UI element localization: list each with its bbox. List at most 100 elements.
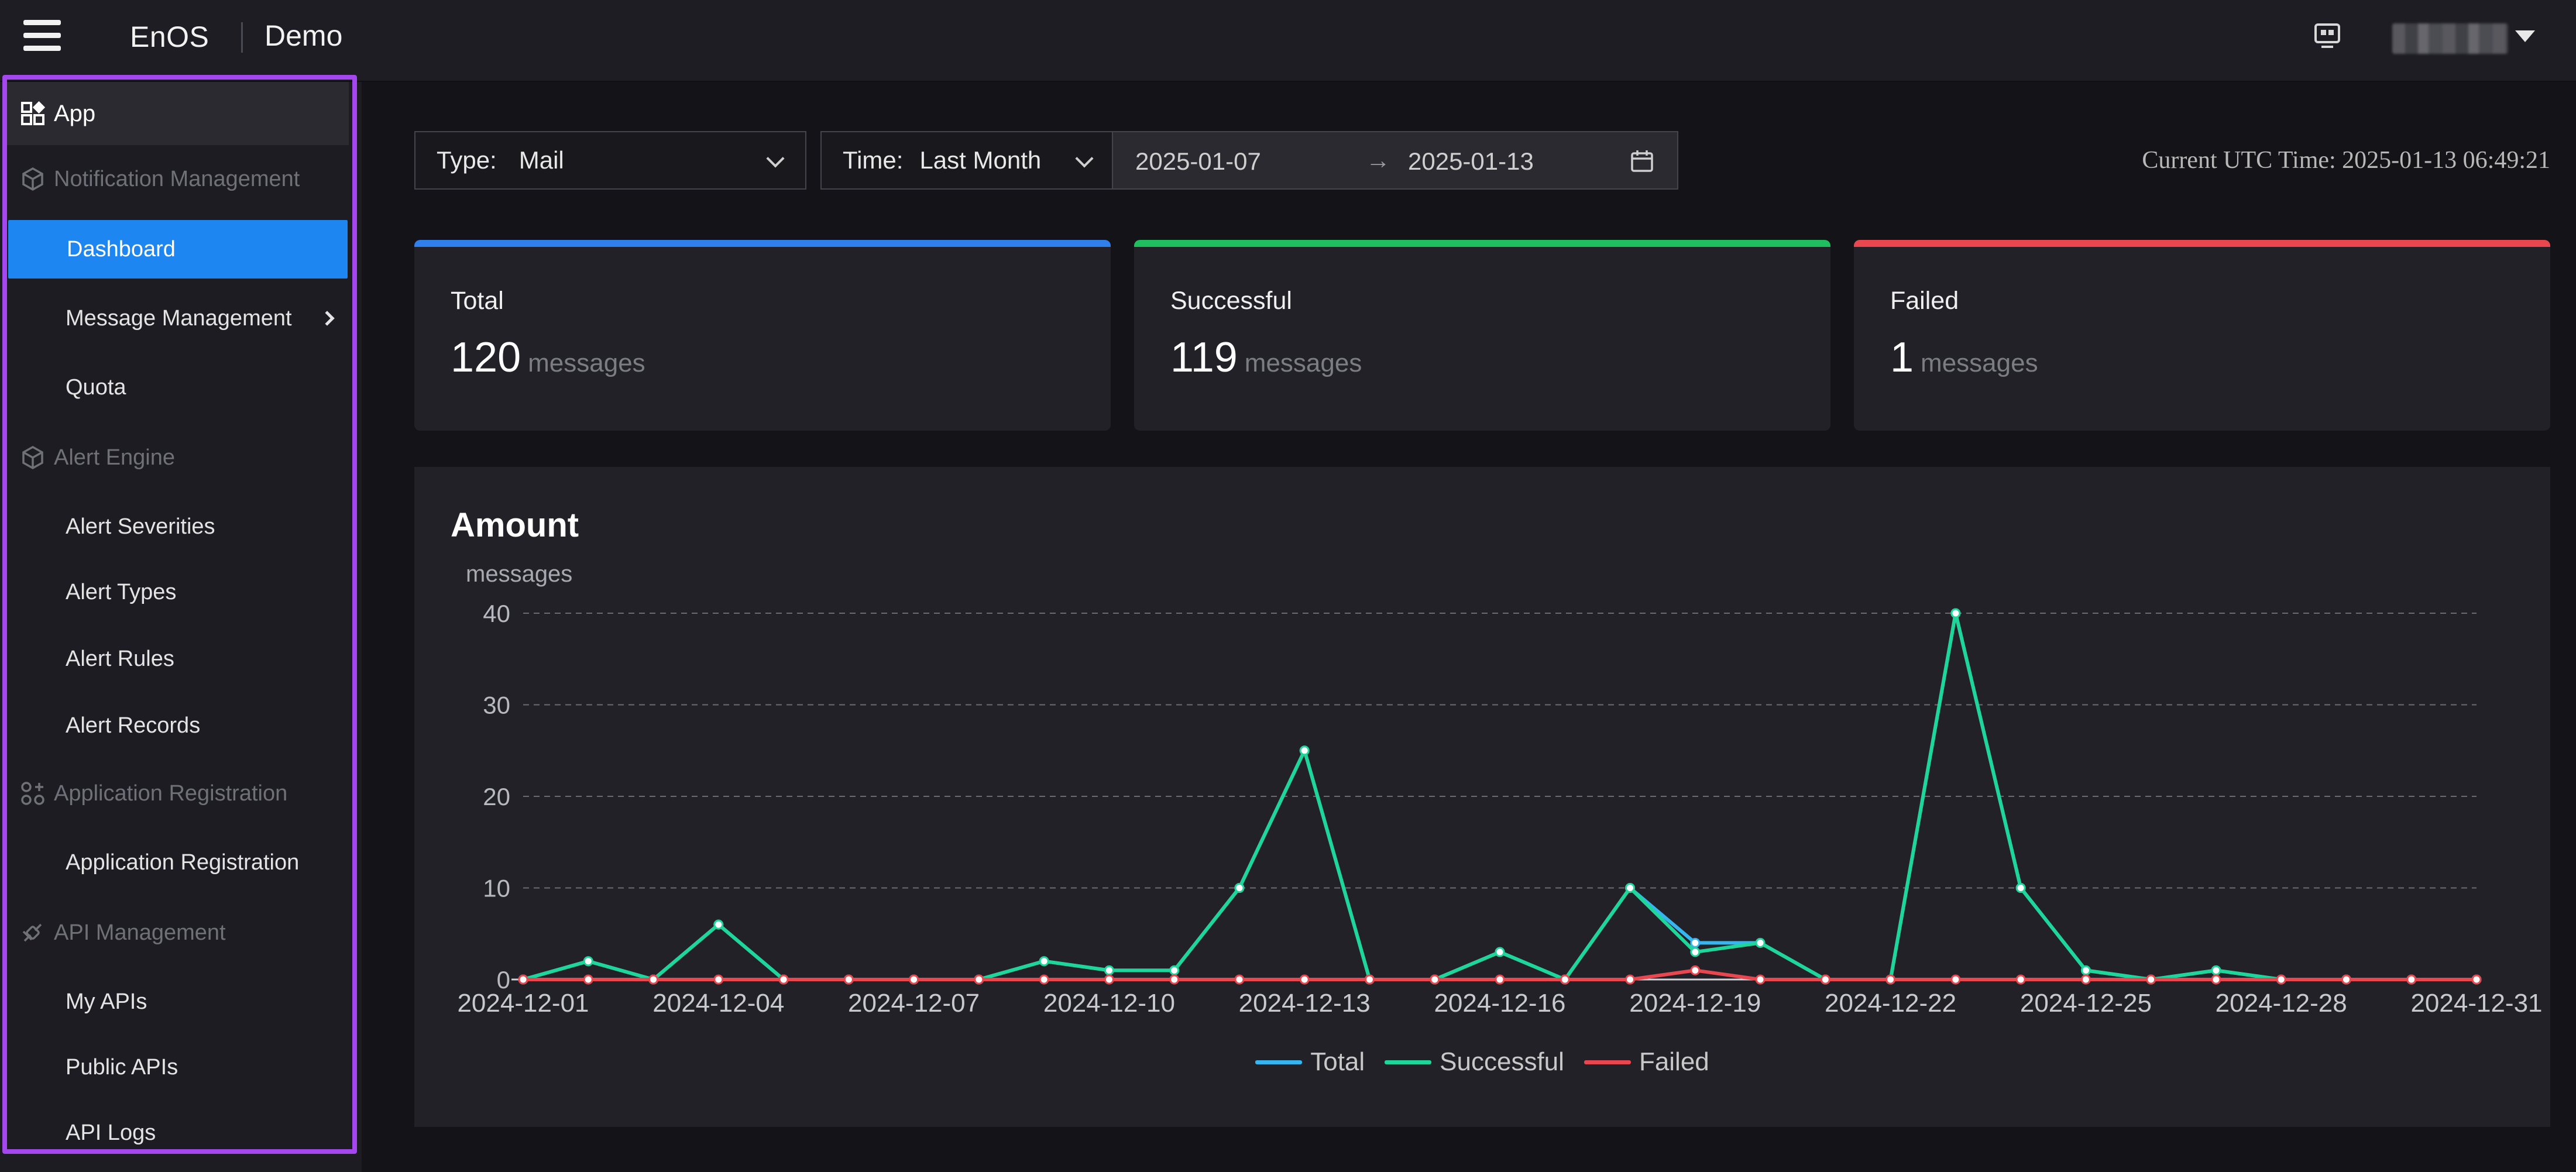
y-axis-label: messages xyxy=(466,561,572,587)
stat-card-value: 119 messages xyxy=(1170,334,1362,381)
calendar-icon[interactable] xyxy=(1629,149,1655,174)
sidebar-item-label: My APIs xyxy=(66,989,147,1014)
data-point-successful xyxy=(1950,608,1961,618)
sidebar-group-label: Application Registration xyxy=(54,781,288,806)
stat-value: 1 xyxy=(1890,334,1914,381)
sidebar-group-api-management[interactable]: API Management xyxy=(7,903,349,962)
y-tick-label: 20 xyxy=(483,783,510,810)
sidebar-item-dashboard[interactable]: Dashboard xyxy=(8,220,348,279)
data-point-failed xyxy=(974,974,984,985)
stat-card-accent xyxy=(1134,240,1830,247)
data-point-failed xyxy=(648,974,659,985)
sidebar-item-label: Alert Records xyxy=(66,713,201,738)
sidebar-item-alert-rules[interactable]: Alert Rules xyxy=(7,630,349,688)
stat-card-value: 120 messages xyxy=(451,334,645,381)
type-select-label: Type: xyxy=(437,146,497,174)
user-avatar[interactable] xyxy=(2392,23,2508,54)
x-tick-label: 2024-12-13 xyxy=(1239,989,1371,1018)
menu-icon[interactable] xyxy=(23,20,61,55)
project-name[interactable]: Demo xyxy=(265,19,343,52)
data-point-failed xyxy=(1820,974,1830,985)
x-tick-label: 2024-12-28 xyxy=(2216,989,2347,1018)
chevron-down-icon xyxy=(766,149,785,168)
legend-swatch xyxy=(1385,1060,1432,1064)
data-point-failed xyxy=(1104,974,1114,985)
sidebar-item-label: Message Management xyxy=(66,305,292,331)
data-point-successful xyxy=(1755,937,1766,948)
sidebar: App Notification Management Dashboard Me… xyxy=(0,82,362,1172)
sidebar-item-label: App xyxy=(54,100,96,126)
x-tick-label: 2024-12-16 xyxy=(1434,989,1565,1018)
time-select[interactable]: Time: Last Month xyxy=(820,131,1113,190)
brand-divider xyxy=(241,22,243,53)
sidebar-group-application-registration[interactable]: Application Registration xyxy=(7,764,349,823)
sidebar-item-my-apis[interactable]: My APIs xyxy=(7,972,349,1031)
sidebar-group-label: Alert Engine xyxy=(54,445,176,470)
y-tick-label: 10 xyxy=(483,875,510,902)
series-line-successful xyxy=(523,611,2477,981)
sidebar-item-label: Quota xyxy=(66,374,126,400)
stat-unit: messages xyxy=(1921,349,2038,377)
sidebar-group-notification-management[interactable]: Notification Management xyxy=(7,150,349,208)
amount-chart-panel: Amount messages 0 10 20 30 40 2024-12-01 2024-1… xyxy=(414,467,2550,1127)
x-tick-label: 2024-12-25 xyxy=(2020,989,2152,1018)
sidebar-item-application-registration[interactable]: Application Registration xyxy=(7,833,349,892)
legend-item-failed[interactable]: Failed xyxy=(1584,1047,1709,1077)
data-point-successful xyxy=(1299,745,1310,756)
monitor-icon[interactable] xyxy=(2313,22,2342,50)
data-point-successful xyxy=(1234,883,1245,893)
data-point-failed xyxy=(778,974,789,985)
brand-logo[interactable]: EnOS xyxy=(130,20,209,53)
sidebar-item-label: Alert Rules xyxy=(66,646,174,671)
sidebar-item-alert-severities[interactable]: Alert Severities xyxy=(7,497,349,556)
stat-value: 120 xyxy=(451,334,521,381)
data-point-successful xyxy=(1495,947,1505,957)
data-point-failed xyxy=(2406,974,2417,985)
api-icon xyxy=(22,923,42,942)
sidebar-item-quota[interactable]: Quota xyxy=(7,358,349,417)
data-point-failed xyxy=(1950,974,1961,985)
sidebar-item-alert-records[interactable]: Alert Records xyxy=(7,696,349,755)
chart-legend: Total Successful Failed xyxy=(414,1047,2550,1077)
sidebar-item-label: Application Registration xyxy=(66,850,300,875)
stat-card-title: Successful xyxy=(1170,287,1292,315)
sidebar-item-api-logs[interactable]: API Logs xyxy=(7,1104,349,1162)
data-point-successful xyxy=(1625,883,1636,893)
data-point-failed xyxy=(1495,974,1505,985)
stat-unit: messages xyxy=(528,349,645,377)
legend-item-total[interactable]: Total xyxy=(1255,1047,1365,1077)
legend-label: Total xyxy=(1310,1047,1365,1076)
apps-icon xyxy=(21,782,44,805)
date-range-picker[interactable]: 2025-01-07 → 2025-01-13 xyxy=(1112,131,1678,190)
data-point-failed xyxy=(1364,974,1375,985)
legend-item-successful[interactable]: Successful xyxy=(1385,1047,1564,1077)
y-tick-label: 30 xyxy=(483,692,510,719)
data-point-successful xyxy=(2211,965,2221,975)
data-point-failed xyxy=(2080,974,2091,985)
stat-card-value: 1 messages xyxy=(1890,334,2038,381)
data-point-successful xyxy=(1169,965,1180,975)
cube-icon xyxy=(22,167,43,191)
amount-line-chart: messages 0 10 20 30 40 2024-12-01 2024-12-04 202… xyxy=(457,561,2542,1018)
user-menu-caret-icon[interactable] xyxy=(2515,30,2535,42)
utc-time: Current UTC Time: 2025-01-13 06:49:21 xyxy=(2142,147,2550,174)
data-point-failed xyxy=(1169,974,1180,985)
data-point-failed xyxy=(1430,974,1440,985)
legend-label: Successful xyxy=(1440,1047,1564,1076)
sidebar-group-alert-engine[interactable]: Alert Engine xyxy=(7,428,349,487)
sidebar-item-message-management[interactable]: Message Management xyxy=(7,289,349,348)
data-point-failed xyxy=(1234,974,1245,985)
date-end-input[interactable]: 2025-01-13 xyxy=(1408,147,1534,175)
sidebar-item-app[interactable]: App xyxy=(7,82,349,145)
data-point-successful xyxy=(1039,956,1049,967)
time-select-value: Last Month xyxy=(919,146,1042,174)
type-select[interactable]: Type: Mail xyxy=(414,131,806,190)
x-tick-label: 2024-12-19 xyxy=(1629,989,1761,1018)
sidebar-item-public-apis[interactable]: Public APIs xyxy=(7,1038,349,1097)
data-point-failed xyxy=(2015,974,2026,985)
data-point-failed xyxy=(2146,974,2156,985)
sidebar-item-alert-types[interactable]: Alert Types xyxy=(7,563,349,621)
date-range-arrow: → xyxy=(1366,146,1390,174)
data-point-failed xyxy=(1625,974,1636,985)
date-start-input[interactable]: 2025-01-07 xyxy=(1135,147,1261,175)
